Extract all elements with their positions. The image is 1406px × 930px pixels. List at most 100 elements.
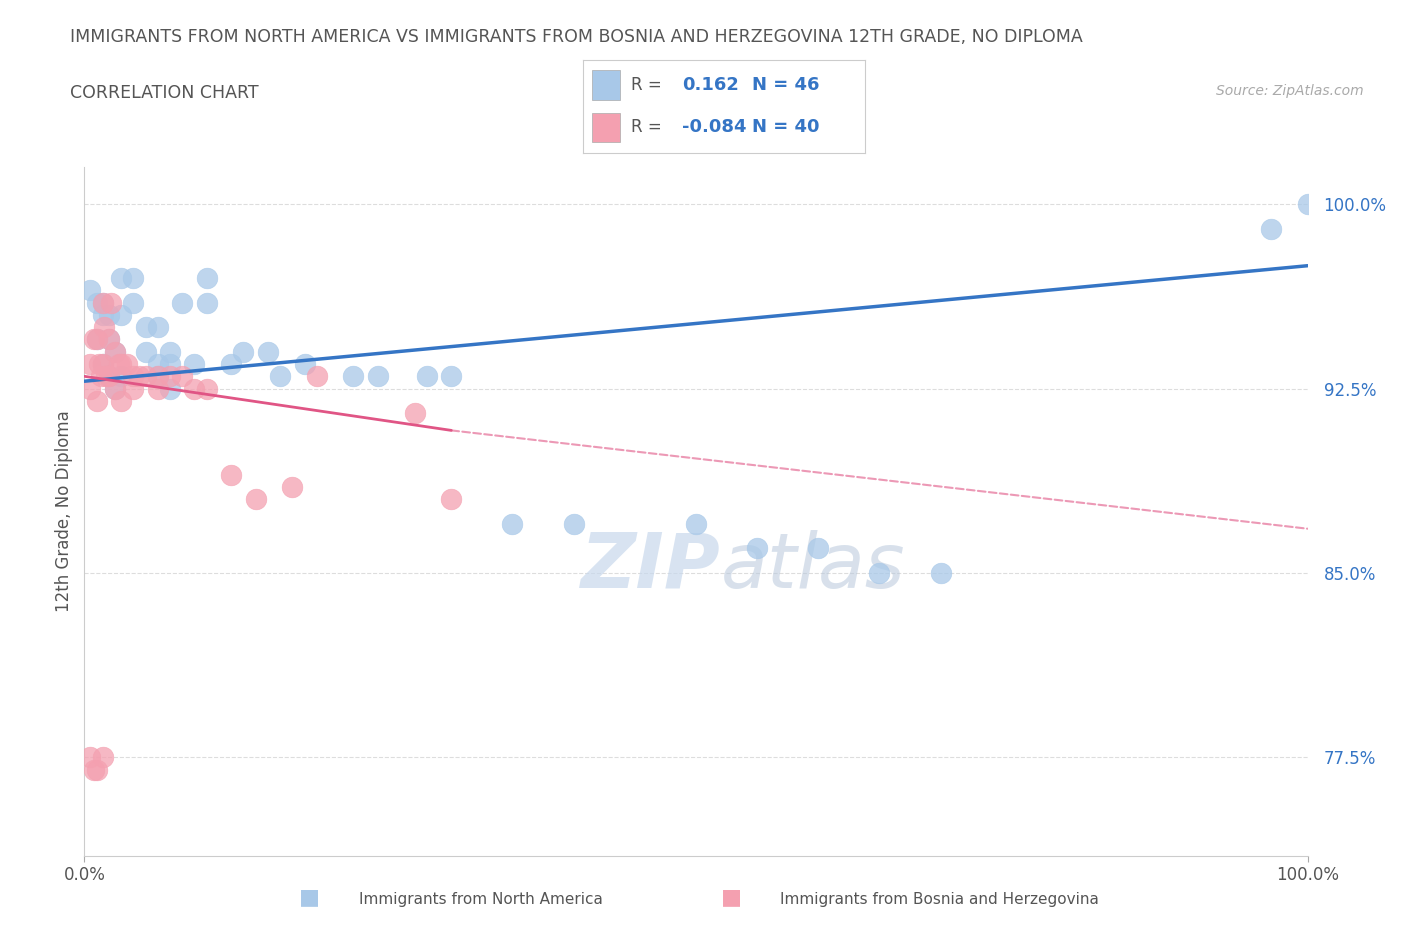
Point (86, 332, 108, 347)
Point (404, 405, 426, 420)
Point (83, 763, 105, 777)
Point (97, 369, 120, 384)
Point (146, 381, 169, 396)
Point (100, 295, 122, 310)
Point (219, 356, 242, 371)
Point (232, 344, 254, 359)
Point (91, 356, 114, 371)
Point (562, 516, 585, 531)
Point (502, 516, 524, 531)
Point (122, 369, 145, 384)
Point (269, 369, 291, 384)
Point (159, 381, 181, 396)
Point (219, 467, 242, 482)
Point (96, 369, 118, 384)
Bar (592, 70, 620, 100)
Point (146, 320, 169, 335)
Text: ■: ■ (721, 886, 741, 907)
Point (97, 369, 120, 384)
Point (79, 381, 101, 396)
Point (135, 344, 157, 359)
Point (128, 369, 150, 384)
Point (367, 369, 389, 384)
Y-axis label: 12th Grade, No Diploma: 12th Grade, No Diploma (55, 411, 73, 612)
Point (93, 320, 115, 335)
Point (122, 271, 145, 286)
Point (110, 308, 132, 323)
Point (135, 369, 157, 384)
Point (281, 480, 304, 495)
Text: R =: R = (631, 118, 668, 137)
Point (685, 516, 707, 531)
Point (86, 295, 108, 310)
Point (305, 369, 328, 384)
Text: -0.084: -0.084 (682, 118, 747, 137)
Point (86, 332, 108, 347)
Text: Immigrants from Bosnia and Herzegovina: Immigrants from Bosnia and Herzegovina (780, 892, 1099, 907)
Point (97, 332, 120, 347)
Point (110, 393, 132, 408)
Point (183, 356, 205, 371)
Point (110, 356, 132, 371)
Text: ZIP: ZIP (581, 529, 720, 604)
Text: IMMIGRANTS FROM NORTH AMERICA VS IMMIGRANTS FROM BOSNIA AND HERZEGOVINA 12TH GRA: IMMIGRANTS FROM NORTH AMERICA VS IMMIGRA… (70, 28, 1083, 46)
Point (869, 565, 891, 580)
Text: 0.162: 0.162 (682, 75, 738, 94)
Point (195, 381, 218, 396)
Point (83, 332, 105, 347)
Point (79, 283, 101, 298)
Point (146, 369, 169, 384)
Point (440, 369, 463, 384)
Point (416, 369, 439, 384)
Point (195, 295, 218, 310)
Point (104, 381, 127, 396)
Point (159, 356, 181, 371)
Point (929, 565, 952, 580)
Point (86, 393, 108, 408)
Point (104, 344, 127, 359)
Point (159, 344, 181, 359)
Text: R =: R = (631, 75, 668, 94)
Point (440, 492, 463, 507)
Point (79, 356, 101, 371)
Point (110, 271, 132, 286)
Point (159, 369, 181, 384)
Text: Immigrants from North America: Immigrants from North America (359, 892, 602, 907)
Text: N = 46: N = 46 (752, 75, 820, 94)
Point (104, 344, 127, 359)
Point (172, 369, 194, 384)
Point (747, 541, 769, 556)
Point (79, 750, 101, 764)
Point (97, 332, 120, 347)
Text: CORRELATION CHART: CORRELATION CHART (70, 84, 259, 101)
Point (257, 344, 280, 359)
Text: ■: ■ (299, 886, 319, 907)
Point (91, 308, 114, 323)
Point (91, 295, 114, 310)
Point (195, 271, 218, 286)
Bar (592, 113, 620, 142)
Point (87, 356, 110, 371)
Point (97, 308, 120, 323)
Point (183, 381, 205, 396)
Point (135, 320, 157, 335)
Point (91, 295, 114, 310)
Text: N = 40: N = 40 (752, 118, 820, 137)
Text: atlas: atlas (720, 529, 905, 604)
Point (342, 369, 364, 384)
Point (294, 356, 316, 371)
Point (86, 763, 108, 777)
Point (91, 750, 114, 764)
Point (110, 369, 132, 384)
Point (245, 492, 267, 507)
Point (146, 356, 169, 371)
Point (90, 369, 112, 384)
Point (115, 356, 138, 371)
Point (122, 295, 145, 310)
Point (146, 369, 169, 384)
Point (104, 381, 127, 396)
Point (1260, 221, 1282, 236)
Point (122, 381, 145, 396)
Point (91, 356, 114, 371)
Text: Source: ZipAtlas.com: Source: ZipAtlas.com (1216, 84, 1364, 98)
